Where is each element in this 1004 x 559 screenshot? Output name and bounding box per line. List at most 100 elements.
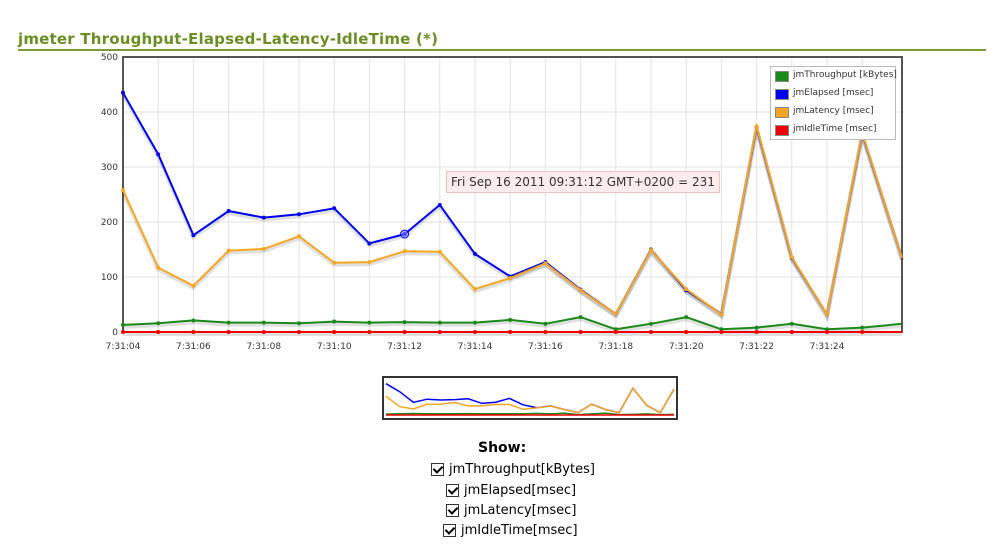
- data-point: [613, 327, 618, 332]
- data-point: [156, 330, 161, 334]
- data-point: [789, 255, 794, 260]
- show-item-elapsed[interactable]: jmElapsed[msec]: [446, 483, 576, 501]
- data-point: [825, 312, 829, 317]
- elapsed-checkbox[interactable]: [446, 484, 459, 497]
- data-point: [719, 312, 724, 317]
- legend-swatch-throughput: [775, 71, 789, 82]
- data-point: [825, 327, 829, 332]
- data-point: [578, 330, 583, 334]
- elapsed-checkbox-label: jmElapsed[msec]: [464, 483, 577, 498]
- overview-canvas[interactable]: [384, 378, 676, 418]
- show-item-throughput[interactable]: jmThroughput[kBytes]: [431, 462, 595, 480]
- x-tick-label: 7:31:08: [246, 342, 281, 352]
- latency-checkbox-label: jmLatency[msec]: [464, 503, 577, 518]
- data-point: [754, 124, 759, 129]
- data-point: [508, 317, 513, 322]
- x-tick-label: 7:31:12: [387, 342, 422, 352]
- legend-label-idletime: jmIdleTime [msec]: [793, 124, 877, 134]
- data-point: [367, 330, 372, 334]
- y-tick-label: 100: [101, 273, 118, 283]
- data-point: [473, 320, 477, 325]
- overview-line-2: [385, 386, 675, 414]
- data-point: [261, 246, 266, 251]
- data-point: [402, 320, 407, 325]
- throughput-checkbox[interactable]: [431, 463, 444, 476]
- data-point: [649, 248, 653, 253]
- x-tick-label: 7:31:16: [528, 342, 563, 352]
- legend-swatch-idletime: [775, 125, 789, 136]
- data-point: [543, 261, 548, 266]
- legend-item-idletime: jmIdleTime [msec]: [773, 122, 893, 139]
- latency-checkbox[interactable]: [446, 504, 459, 517]
- legend-label-elapsed: jmElapsed [msec]: [793, 88, 874, 98]
- data-point: [578, 288, 583, 293]
- y-tick-label: 300: [101, 163, 118, 173]
- data-point: [789, 330, 794, 334]
- data-point: [789, 321, 794, 326]
- x-tick-label: 7:31:22: [739, 342, 774, 352]
- data-point: [156, 265, 161, 270]
- data-point: [156, 321, 161, 326]
- data-point: [191, 233, 196, 238]
- data-point: [684, 287, 689, 292]
- data-point: [297, 212, 301, 217]
- data-point: [297, 234, 301, 239]
- data-point: [754, 325, 759, 330]
- x-tick-label: 7:31:18: [598, 342, 633, 352]
- legend-item-latency: jmLatency [msec]: [773, 104, 893, 121]
- data-point: [719, 330, 724, 334]
- data-point: [226, 320, 231, 325]
- data-point: [860, 330, 865, 334]
- legend-label-throughput: jmThroughput [kBytes]: [793, 70, 897, 80]
- data-point: [297, 330, 301, 334]
- data-point: [473, 330, 477, 334]
- data-point: [613, 311, 618, 316]
- x-tick-label: 7:31:24: [810, 342, 845, 352]
- throughput-checkbox-label: jmThroughput[kBytes]: [449, 462, 595, 477]
- data-point: [121, 188, 125, 193]
- show-item-idletime[interactable]: jmIdleTime[msec]: [443, 523, 578, 541]
- data-point: [226, 330, 231, 334]
- data-point: [156, 152, 161, 157]
- data-point: [226, 209, 231, 213]
- data-point: [684, 330, 689, 334]
- data-point: [367, 320, 372, 325]
- overview-navigator[interactable]: [382, 376, 678, 420]
- idletime-checkbox[interactable]: [443, 524, 456, 537]
- data-point: [613, 330, 618, 334]
- hover-tooltip: Fri Sep 16 2011 09:31:12 GMT+0200 = 231: [446, 171, 720, 193]
- x-tick-label: 7:31:06: [176, 342, 211, 352]
- data-point: [261, 330, 266, 334]
- x-tick-label: 7:31:04: [106, 342, 141, 352]
- title-divider: [18, 49, 986, 51]
- data-point: [367, 241, 372, 246]
- data-point: [332, 330, 337, 334]
- legend-swatch-elapsed: [775, 89, 789, 100]
- data-point: [508, 330, 513, 334]
- data-point: [473, 251, 477, 256]
- page-title: jmeter Throughput-Elapsed-Latency-IdleTi…: [18, 30, 439, 48]
- legend-item-throughput: jmThroughput [kBytes]: [773, 68, 897, 85]
- data-point: [754, 330, 759, 334]
- data-point: [191, 283, 196, 288]
- data-point: [367, 260, 372, 265]
- idletime-checkbox-label: jmIdleTime[msec]: [461, 523, 578, 538]
- data-point: [649, 321, 653, 326]
- data-point: [332, 206, 337, 211]
- y-tick-label: 500: [101, 53, 118, 63]
- data-point: [226, 248, 231, 253]
- data-point: [121, 322, 125, 327]
- data-point: [437, 330, 442, 334]
- data-point: [508, 276, 513, 281]
- data-point: [649, 330, 653, 334]
- x-tick-label: 7:31:20: [669, 342, 704, 352]
- data-point: [332, 260, 337, 265]
- data-point: [402, 330, 407, 334]
- show-item-latency[interactable]: jmLatency[msec]: [446, 503, 576, 521]
- data-point: [578, 315, 583, 320]
- data-point: [437, 202, 442, 207]
- data-point: [543, 321, 548, 326]
- legend-item-elapsed: jmElapsed [msec]: [773, 86, 893, 103]
- data-point: [121, 330, 125, 334]
- y-tick-label: 0: [112, 328, 118, 338]
